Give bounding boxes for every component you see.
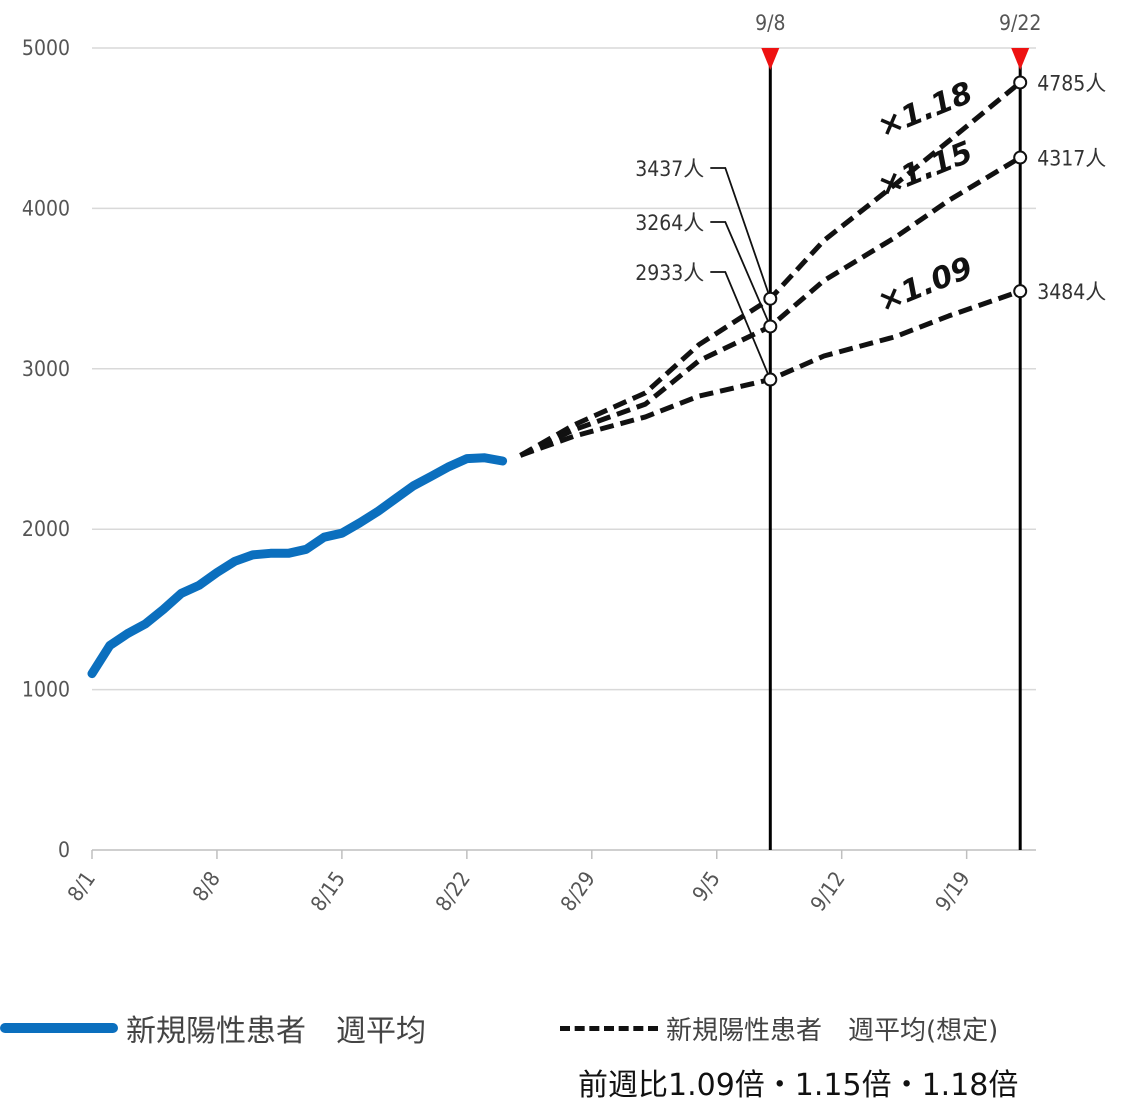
leader-line (710, 221, 772, 327)
multiplier-label: ×1.18 (873, 75, 978, 145)
marker-triangle (761, 48, 780, 70)
y-tick-label: 4000 (22, 196, 70, 220)
value-label-9-8: 3437人 (635, 157, 704, 181)
x-tick-label: 8/22 (431, 867, 475, 916)
legend-actual-swatch (0, 1023, 118, 1033)
x-tick-label: 9/19 (931, 867, 975, 916)
legend-actual-label: 新規陽性患者 週平均 (126, 1014, 426, 1049)
legend-projection-ratio: 前週比1.09倍・1.15倍・1.18倍 (578, 1068, 1019, 1103)
y-tick-label: 3000 (22, 357, 70, 381)
data-point-9-8 (763, 372, 778, 387)
leader-line (710, 167, 772, 299)
marker-triangle (1011, 48, 1030, 70)
y-tick-label: 2000 (22, 517, 70, 541)
data-point-9-22 (1013, 75, 1028, 90)
data-point-9-22 (1013, 284, 1028, 299)
x-tick-label: 9/12 (806, 867, 850, 916)
value-label-9-22: 4785人 (1037, 71, 1106, 95)
marker-date-label: 9/22 (999, 11, 1041, 35)
value-label-9-22: 3484人 (1037, 280, 1106, 304)
value-label-9-8: 3264人 (635, 211, 704, 235)
marker-date-label: 9/8 (755, 11, 785, 35)
data-point-9-8 (763, 319, 778, 334)
data-point-9-8 (763, 291, 778, 306)
legend-projection-swatch (560, 1026, 658, 1031)
value-label-9-8: 2933人 (635, 261, 704, 285)
legend-projection: 新規陽性患者 週平均(想定) (560, 1010, 998, 1047)
series-line-actual (87, 453, 508, 679)
x-tick-label: 8/8 (188, 867, 225, 906)
y-tick-label: 0 (58, 838, 70, 862)
line-chart: 0 1000 2000 3000 4000 5000 8/1 8/8 8/15 8/22 8/29 9… (22, 11, 1106, 916)
legend-projection-label: 新規陽性患者 週平均(想定) (666, 1016, 999, 1046)
legend-actual: 新規陽性患者 週平均 (0, 1006, 426, 1050)
x-tick-label: 8/29 (556, 867, 600, 916)
leader-line (710, 271, 772, 380)
x-tick-label: 8/15 (306, 867, 350, 916)
value-label-9-22: 4317人 (1037, 147, 1106, 171)
x-tick-label: 9/5 (688, 867, 725, 906)
y-tick-label: 1000 (22, 678, 70, 702)
y-tick-label: 5000 (22, 36, 70, 60)
data-point-9-22 (1013, 150, 1028, 165)
x-tick-label: 8/1 (63, 867, 100, 906)
